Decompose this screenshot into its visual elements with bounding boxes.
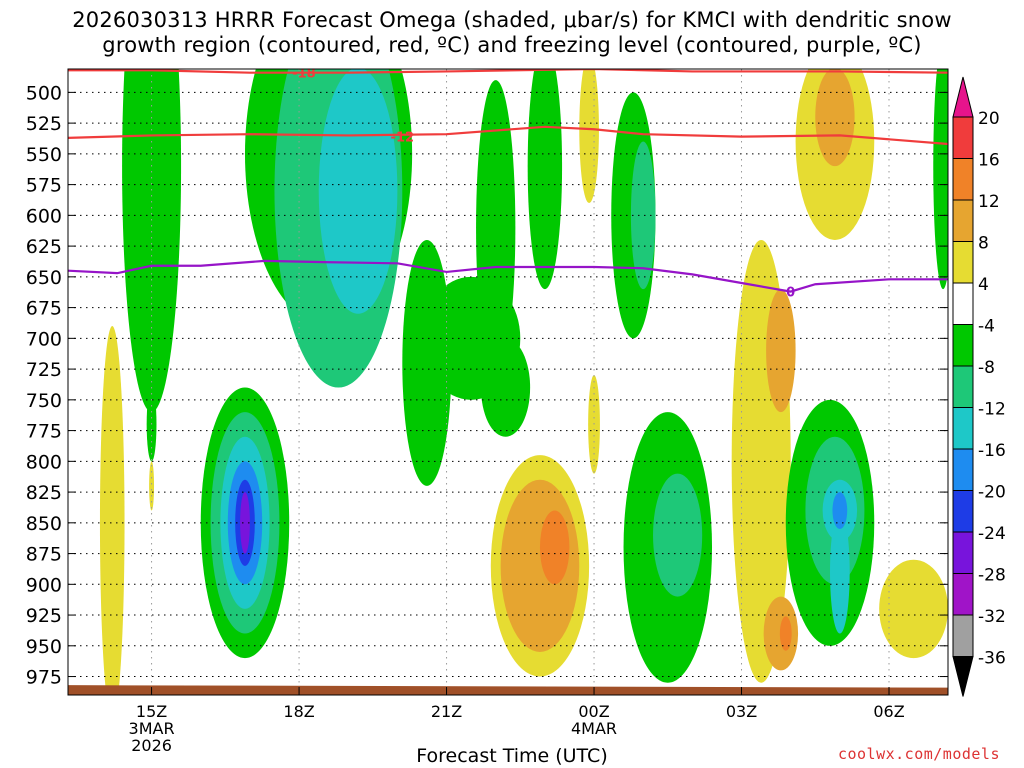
title-line-2: growth region (contoured, red, ºC) and f… [102,33,922,57]
y-axis: 500 525 550 575 600 625 650 675 700 725 750 775 800 8… [26,82,948,689]
y-tick-label-975: 975 [26,667,62,689]
y-tick-label-500: 500 [26,82,62,104]
omega-region-37 [815,69,855,167]
y-tick-label-875: 875 [26,544,62,566]
omega-region-24 [630,141,656,290]
colorbar-bin--28--24 [952,531,974,574]
colorbar-over-arrow [952,76,974,118]
colorbar-bin--4-4 [952,282,974,325]
omega-region-34 [830,510,850,634]
colorbar-label-16: 16 [978,151,1000,171]
x-tick-label-15-0: 15Z [136,702,167,721]
credit-text: coolwx.com/models [837,745,1000,763]
omega-region-3 [149,461,155,511]
colorbar-label-20: 20 [978,109,1000,129]
omega-region-30 [779,616,792,651]
colorbar-bin-4-8 [952,241,974,284]
y-tick-label-525: 525 [26,113,62,135]
omega-region-19 [500,479,580,652]
colorbar-bin--20--16 [952,448,974,491]
colorbar-label--12: -12 [978,400,1006,420]
colorbar-label--8: -8 [978,358,995,378]
x-tick-label-30-0: 06Z [873,702,904,721]
x-tick-label-21-0: 21Z [431,702,462,721]
colorbar-label--20: -20 [978,483,1006,503]
y-tick-label-925: 925 [26,605,62,627]
omega-region-28 [766,289,796,413]
omega-region-26 [653,473,703,597]
dgz-minus-12-label: -12 [391,131,415,146]
title-line-1: 2026030313 HRRR Forecast Omega (shaded, … [72,8,952,32]
grid-lines [68,69,948,695]
omega-region-9 [240,492,250,554]
colorbar-bin--36--32 [952,614,974,657]
colorbar-bin-12-16 [952,158,974,201]
plot-frame [67,68,949,696]
freezing-level-label: 0 [786,286,795,301]
colorbar-bin--32--28 [952,573,974,616]
x-tick-label-18-0: 18Z [283,702,314,721]
y-tick-label-625: 625 [26,236,62,258]
x-tick-label-15-1: 3MAR [129,719,175,738]
y-tick-label-750: 750 [26,390,62,412]
colorbar-under-arrow [952,656,974,697]
colorbar-bin-8-12 [952,199,974,242]
colorbar-bin--16--12 [952,407,974,450]
y-tick-label-850: 850 [26,513,62,535]
colorbar-label--4: -4 [978,317,995,337]
dgz-minus-18-line [68,69,948,74]
colorbar-label-4: 4 [978,275,989,295]
y-tick-label-950: 950 [26,636,62,658]
colorbar-label--32: -32 [978,607,1006,627]
y-tick-label-800: 800 [26,451,62,473]
colorbar-label-8: 8 [978,234,989,254]
y-tick-label-550: 550 [26,144,62,166]
colorbar-label--36: -36 [978,649,1006,669]
y-tick-label-775: 775 [26,421,62,443]
y-tick-label-650: 650 [26,267,62,289]
omega-region-35 [832,492,848,529]
dgz-minus-12-line [68,125,948,146]
x-axis-label: Forecast Time (UTC) [416,745,608,767]
omega-region-1 [122,69,182,413]
y-tick-label-600: 600 [26,205,62,227]
omega-region-21 [579,69,599,204]
colorbar-label--24: -24 [978,524,1006,544]
colorbar-bin--8--4 [952,324,974,367]
y-tick-label-900: 900 [26,574,62,596]
y-tick-label-575: 575 [26,175,62,197]
x-tick-label-24-1: 4MAR [571,719,617,738]
x-tick-label-24-0: 00Z [578,702,609,721]
chart-title: 2026030313 HRRR Forecast Omega (shaded, … [0,8,1024,58]
omega-region-16 [476,80,516,376]
freezing-level-line [68,259,948,293]
omega-region-39 [933,69,948,290]
colorbar-bin--12--8 [952,365,974,408]
omega-region-17 [527,69,563,290]
ground-surface [68,685,948,695]
x-tick-label-15-2: 2026 [131,736,172,755]
x-tick-label-27-0: 03Z [726,702,757,721]
y-tick-label-725: 725 [26,359,62,381]
dgz-minus-18-label: -18 [292,67,316,82]
colorbar-bin--24--20 [952,490,974,533]
y-tick-label-825: 825 [26,482,62,504]
colorbar-bin-16-20 [952,116,974,159]
colorbar: 20 16 12 8 4 -4 -8 -12 -16 -20 -24 -28 -32 -36 [952,76,1006,697]
omega-shading [99,69,948,695]
omega-region-12 [318,69,398,314]
colorbar-label--28: -28 [978,566,1006,586]
contour-lines: -12 -18 0 [68,67,948,301]
colorbar-label--16: -16 [978,441,1006,461]
colorbar-label-12: 12 [978,192,1000,212]
y-tick-label-700: 700 [26,328,62,350]
omega-region-0 [99,326,125,695]
y-tick-label-675: 675 [26,298,62,320]
omega-region-20 [539,510,570,585]
